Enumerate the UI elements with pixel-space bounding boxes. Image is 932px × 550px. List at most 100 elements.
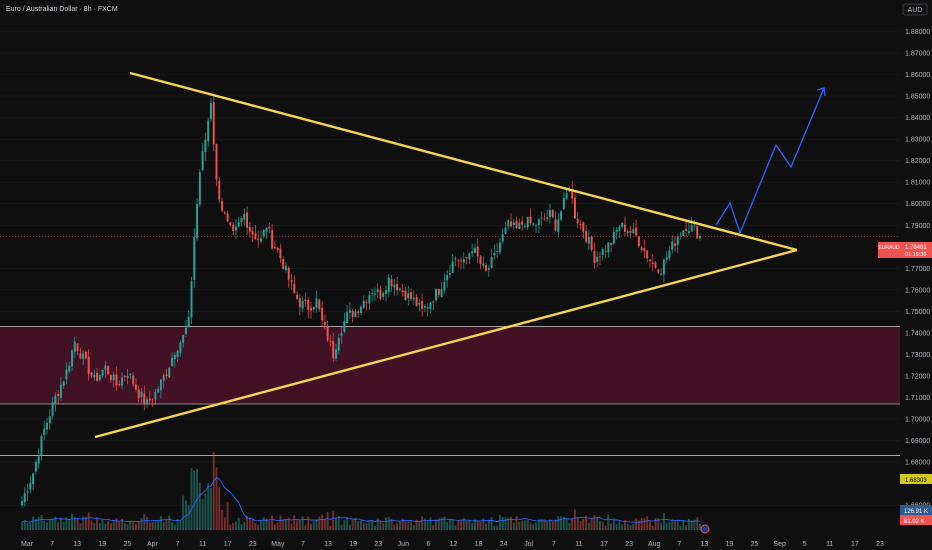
time-tick: 18 bbox=[475, 541, 483, 548]
candle-body bbox=[465, 257, 468, 259]
price-tick: 1.74000 bbox=[905, 330, 930, 337]
candle-body bbox=[548, 209, 551, 218]
triangle-lower-line bbox=[94, 248, 798, 439]
candle-body bbox=[373, 293, 376, 295]
volume-bar bbox=[365, 523, 368, 530]
volume-bar bbox=[243, 522, 246, 530]
candle-body bbox=[354, 311, 357, 318]
volume-bar bbox=[293, 515, 296, 530]
candle-body bbox=[204, 139, 207, 153]
volume-bar bbox=[685, 525, 688, 530]
volume-bar bbox=[62, 521, 65, 530]
candle-body bbox=[107, 365, 110, 375]
volume-bar bbox=[362, 522, 365, 530]
price-tag: EURAUD 1.78481 01:19:36 bbox=[878, 242, 932, 258]
volume-bar bbox=[248, 517, 251, 530]
volume-bar bbox=[171, 522, 174, 530]
candle-body bbox=[23, 493, 26, 503]
volume-bar bbox=[154, 521, 157, 530]
candle-body bbox=[304, 299, 307, 301]
volume-bar bbox=[340, 524, 343, 530]
volume-bar bbox=[557, 516, 560, 530]
volume-bar bbox=[632, 524, 635, 530]
time-tick: 12 bbox=[450, 541, 458, 548]
volume-bar bbox=[246, 515, 249, 530]
candle-body bbox=[312, 306, 315, 310]
volume-bar bbox=[368, 520, 371, 530]
price-tick: 1.83000 bbox=[905, 137, 930, 144]
volume-bar bbox=[507, 517, 510, 530]
volume-bar bbox=[662, 513, 665, 530]
candle-body bbox=[198, 172, 201, 205]
volume-bar bbox=[687, 518, 690, 530]
volume-bar bbox=[84, 516, 87, 530]
volume-bar bbox=[690, 520, 693, 530]
volume-bar bbox=[593, 515, 596, 530]
volume-bar bbox=[649, 521, 651, 530]
candle-body bbox=[332, 340, 335, 359]
volume-bar bbox=[540, 519, 543, 530]
candle-body bbox=[212, 102, 215, 145]
volume-bar bbox=[504, 517, 507, 530]
volume-bar bbox=[65, 517, 68, 530]
time-tick: 17 bbox=[851, 541, 859, 548]
candle-body bbox=[301, 300, 304, 309]
volume-tags: 126.91 K 81.02 K bbox=[900, 505, 932, 525]
time-tick: 7 bbox=[176, 541, 180, 548]
candle-body bbox=[298, 298, 301, 308]
volume-bar bbox=[326, 512, 329, 530]
candle-body bbox=[485, 265, 488, 271]
price-tag-box bbox=[900, 242, 932, 258]
candle-body bbox=[565, 193, 568, 199]
volume-bar bbox=[51, 518, 54, 530]
volume-bar bbox=[221, 509, 224, 530]
candle-body bbox=[34, 462, 37, 472]
candle-body bbox=[262, 229, 265, 237]
volume-bar bbox=[323, 518, 326, 530]
volume-bar bbox=[48, 518, 51, 530]
time-tick: Mar bbox=[21, 541, 34, 548]
event-flag[interactable] bbox=[700, 524, 710, 534]
volume-bar bbox=[546, 520, 549, 530]
candle-body bbox=[159, 379, 162, 391]
candle-body bbox=[429, 302, 432, 309]
price-axis[interactable] bbox=[900, 0, 932, 550]
candle-body bbox=[115, 374, 118, 386]
volume-bar bbox=[637, 520, 640, 530]
candle-body bbox=[348, 310, 351, 313]
candle-body bbox=[668, 250, 671, 259]
candle-body bbox=[418, 302, 421, 305]
candle-body bbox=[276, 247, 279, 251]
time-tick: Jul bbox=[524, 541, 533, 548]
candle-body bbox=[493, 252, 496, 256]
candle-body bbox=[457, 260, 460, 262]
candle-body bbox=[560, 211, 563, 220]
volume-bar bbox=[54, 516, 57, 530]
candle-body bbox=[471, 251, 474, 254]
candle-body bbox=[696, 226, 699, 239]
volume-bar bbox=[515, 516, 518, 530]
candle-body bbox=[357, 311, 360, 314]
volume-bar bbox=[407, 521, 410, 530]
candle-body bbox=[640, 247, 643, 251]
candle-body bbox=[440, 289, 443, 297]
candle-body bbox=[398, 288, 401, 290]
volume-bar bbox=[112, 520, 115, 530]
candle-body bbox=[579, 224, 582, 225]
candle-body bbox=[112, 374, 115, 381]
price-tick: 1.85000 bbox=[905, 94, 930, 101]
volume-bar bbox=[218, 487, 221, 530]
candle-body bbox=[610, 242, 613, 245]
volume-bar bbox=[240, 524, 243, 530]
volume-bar bbox=[96, 517, 98, 530]
time-tick: 23 bbox=[374, 541, 382, 548]
volume-bar bbox=[176, 518, 179, 530]
candle-body bbox=[326, 325, 329, 341]
candle-body bbox=[649, 259, 651, 261]
flag-icon[interactable] bbox=[700, 524, 710, 534]
candles bbox=[21, 94, 701, 508]
candle-body bbox=[551, 209, 554, 218]
candle-body bbox=[229, 222, 232, 226]
currency-badge[interactable] bbox=[902, 3, 928, 16]
